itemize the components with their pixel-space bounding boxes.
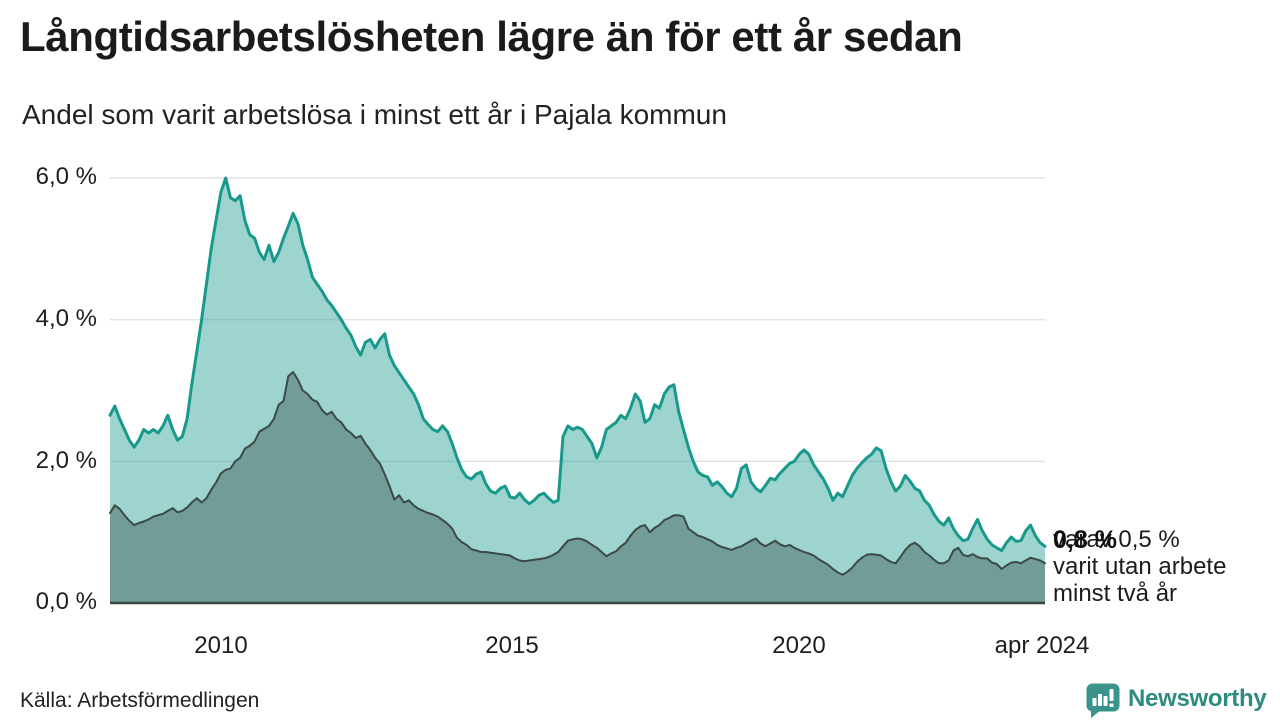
y-tick-label: 2,0 % xyxy=(35,447,97,474)
x-tick-label: 2010 xyxy=(194,632,248,659)
end-annotation-value: 0,8 % xyxy=(1053,526,1117,554)
x-tick-label: 2020 xyxy=(772,632,826,659)
newsworthy-logo-icon xyxy=(1086,683,1120,718)
newsworthy-wordmark: Newsworthy xyxy=(1128,685,1267,712)
x-tick-label: 2015 xyxy=(485,632,539,659)
end-annotation-subtext: varav 0,5 % varit utan arbete minst två … xyxy=(1053,526,1227,607)
y-tick-label: 4,0 % xyxy=(35,305,97,332)
newsworthy-brand: Newsworthy xyxy=(1086,683,1267,719)
page-title: Långtidsarbetslösheten lägre än för ett … xyxy=(20,13,963,60)
source-credit: Källa: Arbetsförmedlingen xyxy=(20,689,260,712)
x-tick-label: apr 2024 xyxy=(994,632,1090,659)
page-subtitle: Andel som varit arbetslösa i minst ett å… xyxy=(22,99,727,130)
y-tick-label: 6,0 % xyxy=(35,163,97,190)
y-tick-label: 0,0 % xyxy=(35,588,97,615)
